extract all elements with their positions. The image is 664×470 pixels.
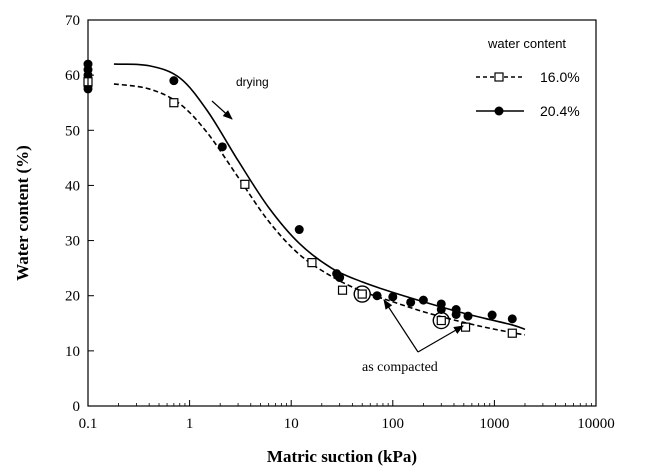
annotations: drying as compacted [211,75,464,375]
point-16pct [307,258,317,268]
x-tick-label: 0.1 [79,416,98,432]
legend-title: water content [487,36,566,51]
as-compacted-ring [432,311,450,330]
point-16pct [507,328,517,338]
point-20pct [451,309,461,319]
x-tick-label: 10 [284,416,299,432]
point-20pct [418,295,428,305]
point-16pct [240,179,250,189]
point-20pct [463,311,473,321]
y-axis-title: Water content (%) [13,145,32,281]
drying-label: drying [236,75,269,89]
x-axis: 0.1 1 10 100 1000 10000 [79,400,615,432]
fitted-curves [113,63,526,336]
x-axis-title: Matric suction (kPa) [267,447,417,466]
y-tick-label: 50 [65,123,80,139]
y-tick-label: 10 [65,344,80,360]
x-tick-label: 1000 [479,416,509,432]
legend-label-20: 20.4% [540,103,580,119]
point-20pct [169,76,179,86]
x-tick-label: 10000 [577,416,615,432]
point-16pct [436,315,446,326]
y-tick-label: 40 [65,178,80,194]
legend-label-16: 16.0% [540,69,580,85]
data-points [83,59,517,338]
point-16pct [337,285,348,295]
point-20pct [487,310,497,320]
as-compacted-arrow-2 [417,325,464,353]
y-tick-label: 60 [65,68,80,84]
legend: water content 16.0% 20.4% [476,36,580,119]
plot-frame [87,19,597,407]
y-tick-label: 0 [73,399,81,415]
point-20pct [436,305,446,314]
point-16pct [357,289,367,299]
point-20pct [335,273,345,283]
drying-arrow [211,100,233,120]
point-20pct [217,142,227,152]
point-20pct [507,314,517,324]
point-16pct [460,322,471,332]
legend-marker-16 [494,72,504,82]
x-tick-label: 1 [186,416,194,432]
y-tick-label: 70 [65,13,80,29]
point-20pct [372,291,382,301]
as-compacted-ring [353,285,371,303]
curve-16pct [113,83,526,336]
y-tick-label: 30 [65,234,80,250]
point-20pct [294,225,304,235]
point-20pct [406,297,416,307]
point-16pct [169,98,179,108]
as-compacted-arrow-1 [383,299,419,353]
y-tick-label: 20 [65,289,80,305]
x-tick-label: 100 [382,416,405,432]
legend-marker-20 [494,106,504,116]
curve-20pct [113,63,526,331]
y-axis: 0 10 20 30 40 50 60 70 [65,13,94,415]
as-compacted-label: as compacted [362,360,438,375]
point-20pct [388,292,398,302]
